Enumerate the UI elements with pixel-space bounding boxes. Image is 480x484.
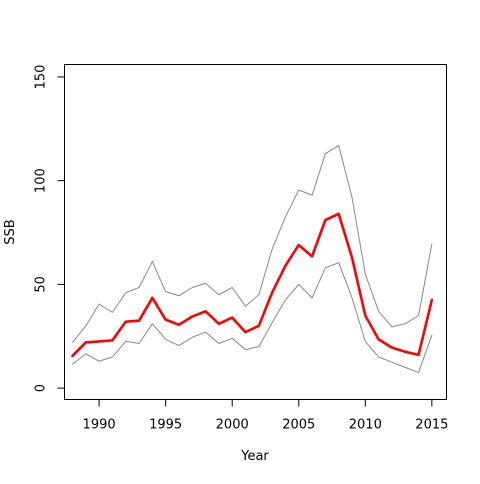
x-tick-label: 2010 bbox=[349, 418, 382, 433]
series-line-upper bbox=[71, 144, 433, 343]
y-axis: 0 50 100 150 bbox=[34, 65, 65, 392]
x-axis: 1990 1995 2000 2005 2010 2015 bbox=[83, 399, 448, 433]
x-axis-label: Year bbox=[240, 449, 269, 464]
axes-layer: 1990 1995 2000 2005 2010 2015 0 50 100 150 bbox=[34, 65, 449, 433]
x-tick-label: 2000 bbox=[216, 418, 249, 433]
series-line-lower bbox=[71, 262, 433, 374]
x-tick-label: 1990 bbox=[83, 418, 116, 433]
y-tick-label: 150 bbox=[34, 65, 49, 90]
y-axis-label: SSB bbox=[3, 219, 18, 244]
y-tick-label: 100 bbox=[34, 168, 49, 193]
series-line-estimate bbox=[71, 212, 434, 358]
y-tick-label: 50 bbox=[34, 276, 49, 293]
x-tick-label: 2005 bbox=[282, 418, 315, 433]
x-tick-label: 2015 bbox=[415, 418, 448, 433]
y-tick-label: 0 bbox=[34, 384, 49, 392]
x-tick-label: 1995 bbox=[149, 418, 182, 433]
series-layer bbox=[71, 144, 434, 374]
